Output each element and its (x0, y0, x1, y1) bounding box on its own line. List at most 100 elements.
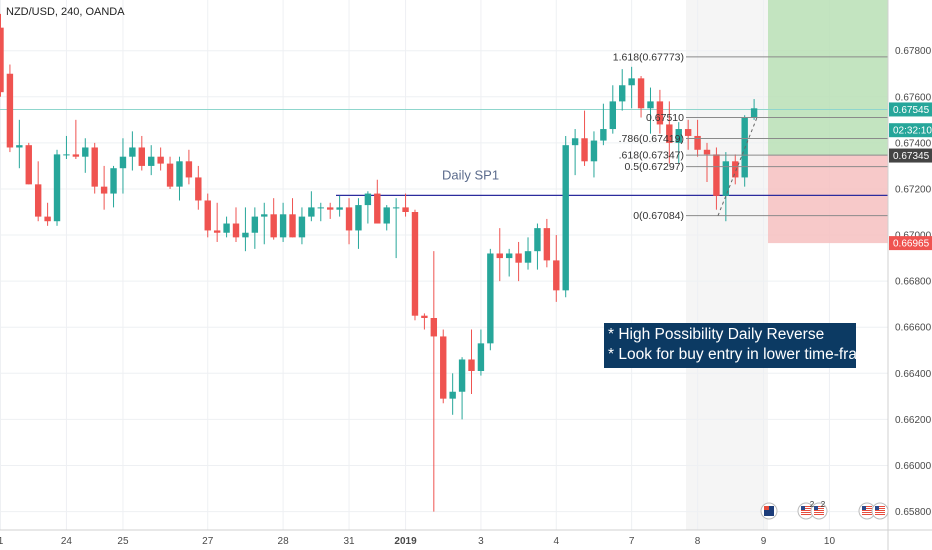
y-tick-label: 0.67600 (895, 92, 932, 103)
profit-zone (768, 0, 888, 156)
candle-body (383, 207, 390, 224)
us-flag-icon[interactable] (810, 502, 828, 520)
candle (562, 135, 569, 298)
candle-body (628, 78, 635, 86)
candle (279, 202, 287, 242)
candle (477, 329, 485, 376)
flag-stripe (862, 514, 872, 515)
flag-stripe (801, 506, 811, 507)
y-tick-label: 0.66000 (895, 461, 932, 472)
candle (0, 13, 4, 97)
flag-stripe (862, 510, 872, 511)
candle (732, 154, 739, 185)
candle (308, 191, 315, 222)
candle (713, 147, 720, 210)
candle (63, 135, 70, 159)
candle (383, 205, 390, 231)
candle (543, 218, 551, 268)
candle-body (308, 207, 315, 217)
candle-body (261, 214, 268, 217)
candle-body (345, 207, 353, 231)
candle (741, 115, 748, 187)
candle (261, 202, 268, 245)
price-tag (889, 148, 932, 163)
candle-body (289, 214, 296, 238)
candle-body (327, 207, 334, 210)
candle-body (722, 161, 730, 196)
candle-body (138, 147, 145, 166)
candle-body (195, 177, 202, 201)
candle (327, 202, 334, 219)
flag-field (764, 506, 774, 516)
candle (666, 101, 673, 164)
fib-level-label: .618(0.67347) (619, 150, 684, 162)
candle (34, 161, 42, 222)
annotation-note: * High Possibility Daily Reverse * Look … (604, 323, 879, 368)
candle-body (750, 108, 758, 118)
candle (468, 329, 475, 395)
candle-body (505, 253, 513, 259)
candle-body (185, 161, 193, 178)
candle-body (421, 315, 428, 318)
candle (637, 76, 645, 118)
candle-body (213, 230, 221, 233)
candle-body (609, 101, 616, 130)
candle (553, 235, 560, 302)
candle (374, 179, 381, 224)
candle (590, 131, 598, 178)
us-flag-icon[interactable] (871, 502, 889, 520)
x-tick-label: 7 (629, 536, 635, 547)
candle (750, 99, 758, 120)
x-tick-label: 4 (553, 536, 559, 547)
fib-level-label: 1.618(0.67773) (613, 51, 684, 63)
candle-body (468, 359, 475, 371)
candle-body (279, 214, 287, 238)
y-tick-label: 0.67200 (895, 184, 932, 195)
candle (72, 119, 80, 159)
nz-flag-icon[interactable] (760, 502, 778, 520)
candle-body (487, 253, 494, 344)
y-tick-label: 0.67400 (895, 138, 932, 149)
flag-stripe (814, 506, 824, 507)
candle-body (110, 168, 117, 194)
candle (609, 85, 616, 134)
candle-body (63, 154, 70, 156)
candle (619, 69, 626, 111)
candle (270, 198, 277, 240)
flag-stripe (801, 508, 811, 509)
candle (148, 145, 155, 176)
candle-body (600, 129, 607, 141)
fib-level-label: 0.67510 (646, 112, 684, 124)
candle (251, 207, 259, 249)
candle-body (336, 207, 343, 210)
candle-body (515, 253, 522, 263)
fib-level-label: 0.5(0.67297) (624, 161, 684, 173)
candle (242, 207, 249, 252)
candle (496, 228, 503, 282)
flag-canton (814, 506, 818, 510)
candle-body (675, 129, 682, 143)
selection-range-shade (686, 0, 768, 530)
candle (336, 195, 343, 217)
flag-stripe (801, 512, 811, 513)
flag-stripe (875, 510, 885, 511)
candle-body (204, 200, 211, 231)
flag-stripe (875, 506, 885, 507)
candle (195, 165, 202, 210)
candle (703, 142, 711, 183)
candle-body (637, 78, 645, 109)
flag-stripe (814, 512, 824, 513)
candle (421, 313, 428, 330)
candle-body (411, 212, 419, 316)
flag-stripe (814, 510, 824, 511)
candle-body (477, 343, 485, 371)
flag-stripe (875, 514, 885, 515)
us-flag-icon[interactable] (797, 502, 815, 520)
candle-body (553, 260, 560, 291)
candle-body (34, 184, 42, 217)
x-tick-label: 1 (0, 536, 4, 547)
candle-body (251, 216, 259, 233)
flag-canton (862, 506, 866, 510)
